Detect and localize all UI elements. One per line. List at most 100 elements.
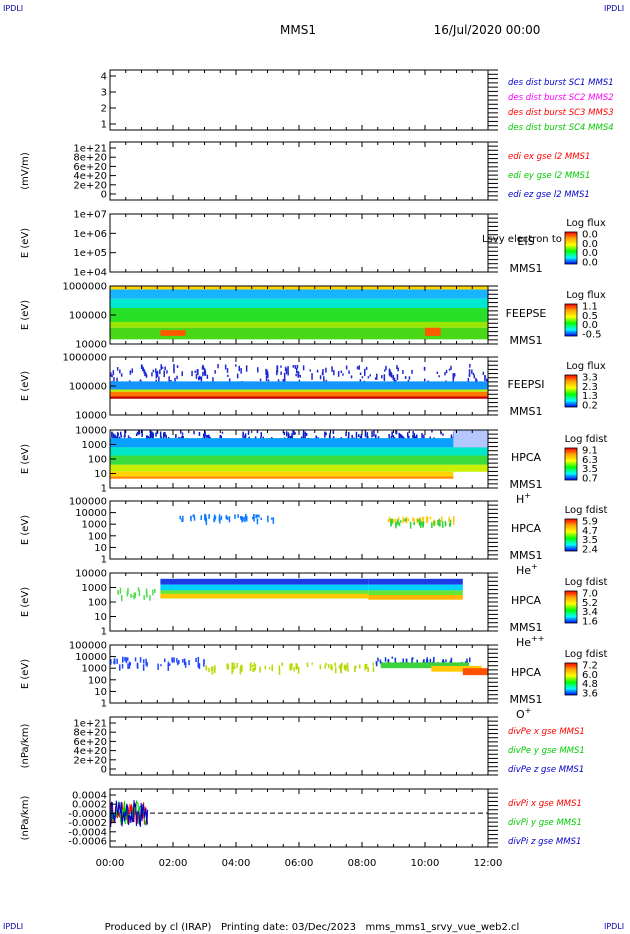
- heatmap-speck: [467, 377, 470, 382]
- heatmap-speck: [174, 377, 176, 383]
- overlay-label: Lsvy electron to: [482, 234, 562, 245]
- heatmap-speck: [397, 521, 400, 524]
- heatmap-speck: [420, 521, 422, 525]
- heatmap-speck: [134, 592, 137, 595]
- heatmap-speck: [285, 431, 288, 437]
- panel-divpi: 0.00040.0002-0.0000-0.0002-0.0004-0.0006…: [20, 788, 582, 848]
- heatmap-speck: [196, 369, 198, 374]
- heatmap-speck: [176, 658, 178, 663]
- heatmap-speck: [113, 377, 115, 382]
- heatmap-speck: [276, 370, 278, 376]
- colorbar-tick-label: 4.8: [582, 679, 598, 690]
- plot-datetime: 16/Jul/2020 00:00: [434, 23, 541, 37]
- heatmap-speck: [475, 377, 477, 385]
- heatmap-speck: [325, 662, 327, 666]
- heatmap-speck: [206, 374, 209, 379]
- y-tick-label: 0: [101, 190, 107, 201]
- y-tick-label: 0: [101, 765, 107, 776]
- heatmap-speck: [364, 370, 366, 376]
- heatmap-speck: [412, 517, 414, 521]
- heatmap-speck: [252, 516, 254, 520]
- heatmap-speck: [256, 430, 259, 434]
- heatmap-speck: [365, 663, 368, 669]
- heatmap-speck: [384, 369, 386, 372]
- y-tick-label: 8e+20: [73, 728, 107, 739]
- heatmap-speck: [260, 517, 262, 520]
- heatmap-band-3: [160, 593, 369, 599]
- colorbar-title: Log flux: [566, 218, 606, 229]
- heatmap-band-2: [110, 389, 488, 392]
- heatmap-speck: [347, 667, 349, 672]
- y-tick-label: 1e+21: [73, 144, 107, 155]
- heatmap-speck: [152, 589, 154, 596]
- species-label: O+: [516, 706, 531, 721]
- heatmap-speck: [178, 660, 180, 664]
- heatmap-speck: [134, 657, 137, 662]
- heatmap-speck: [391, 656, 393, 659]
- heatmap-band-3: [110, 455, 488, 465]
- heatmap-speck: [182, 659, 184, 663]
- heatmap-speck: [396, 365, 398, 370]
- heatmap-speck: [200, 518, 202, 520]
- heatmap-band-2: [160, 590, 369, 594]
- heatmap-band-4: [368, 578, 463, 585]
- heatmap-speck: [132, 595, 134, 598]
- series-legend-3: divPe z gse MMS1: [508, 765, 584, 775]
- corner-label-bottom-right: IPDLI: [604, 922, 625, 931]
- series-legend-2: divPi y gse MMS1: [508, 818, 582, 828]
- y-tick-label: 1000: [82, 664, 107, 675]
- y-tick-label: 1: [101, 627, 107, 638]
- heatmap-speck: [246, 515, 248, 522]
- heatmap-speck: [154, 589, 156, 593]
- heatmap-speck: [193, 431, 195, 435]
- heatmap-speck: [448, 368, 451, 371]
- heatmap-speck: [208, 515, 210, 519]
- heatmap-speck: [276, 365, 278, 373]
- heatmap-speck: [330, 665, 332, 670]
- heatmap-speck: [138, 430, 141, 434]
- heatmap-speck: [219, 518, 221, 524]
- species-label: He++: [516, 634, 544, 649]
- panel-frame: [109, 716, 489, 776]
- heatmap-speck: [114, 659, 116, 664]
- heatmap-speck: [200, 376, 203, 382]
- heatmap-speck: [175, 434, 177, 438]
- heatmap-speck: [146, 436, 148, 439]
- heatmap-band-3: [110, 391, 488, 397]
- y-tick-label: 100000: [69, 497, 107, 508]
- heatmap-speck: [360, 434, 363, 439]
- heatmap-speck: [469, 657, 471, 663]
- colorbar-tick-label: 0.0: [582, 258, 598, 269]
- heatmap-speck: [237, 514, 239, 518]
- heatmap-speck: [334, 662, 336, 667]
- heatmap-speck: [302, 430, 305, 434]
- heatmap-speck: [358, 434, 360, 438]
- heatmap-speck: [289, 665, 291, 671]
- heatmap-speck: [426, 657, 428, 661]
- heatmap-speck: [214, 667, 216, 673]
- panel-des: 4 3 2 1 des dist burst SC1 MMS1 des dist burs…: [101, 69, 614, 133]
- heatmap-speck: [287, 366, 289, 373]
- heatmap-speck: [377, 657, 379, 662]
- y-tick-label: 4e+20: [73, 171, 107, 182]
- panel-feepsi: 1000000 100000 10000 E (eV) FEEPSI MMS1 Log fl…: [20, 353, 606, 422]
- heatmap-speck: [333, 370, 335, 376]
- heatmap-speck: [149, 595, 151, 601]
- heatmap-speck: [149, 433, 152, 441]
- colorbar-tick-label: 9.1: [582, 446, 598, 457]
- colorbar: [564, 662, 578, 696]
- heatmap-speck: [412, 434, 414, 441]
- heatmap-speck: [179, 515, 181, 520]
- heatmap-speck: [454, 373, 456, 377]
- heatmap-speck: [255, 514, 257, 519]
- heatmap-speck: [364, 663, 366, 671]
- heatmap-speck: [241, 666, 243, 672]
- heatmap-speck: [311, 662, 313, 665]
- heatmap-speck: [413, 518, 415, 523]
- heatmap-speck: [152, 369, 155, 373]
- heatmap-speck: [482, 371, 485, 375]
- heatmap-speck: [142, 367, 145, 371]
- heatmap-speck: [452, 520, 455, 525]
- heatmap-speck: [278, 665, 281, 669]
- heatmap-speck: [431, 522, 433, 528]
